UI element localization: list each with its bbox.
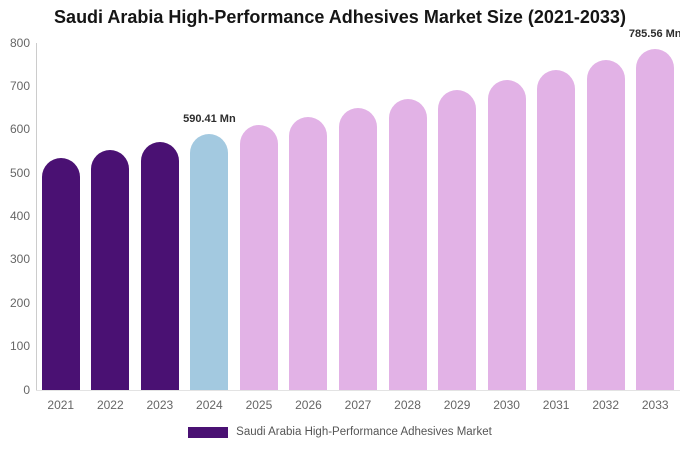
x-axis-label-2025: 2025 [245, 398, 273, 412]
bar-2033[interactable] [636, 49, 675, 390]
chart-title: Saudi Arabia High-Performance Adhesives … [54, 7, 626, 27]
bar-value-label-2033: 785.56 Mn [628, 28, 680, 41]
y-axis-tick-label: 0 [23, 382, 30, 397]
bar-2028[interactable] [388, 98, 427, 390]
y-axis-tick-label: 800 [9, 35, 30, 50]
y-axis-tick-label: 500 [9, 165, 30, 180]
x-axis-label-2033: 2033 [641, 398, 669, 412]
y-axis-tick-label: 700 [9, 78, 30, 93]
y-axis-tick-label: 100 [9, 339, 30, 354]
x-axis-label-2026: 2026 [295, 398, 322, 412]
legend-label[interactable]: Saudi Arabia High-Performance Adhesives … [236, 426, 492, 438]
x-axis-label-2021: 2021 [47, 398, 75, 412]
x-axis-label-2027: 2027 [344, 398, 372, 412]
bar-2022[interactable] [91, 150, 130, 390]
legend-swatch[interactable] [188, 426, 229, 438]
y-axis-tick-label: 300 [9, 252, 30, 267]
bar-2032[interactable] [586, 59, 625, 390]
x-axis-label-2032: 2032 [592, 398, 620, 412]
y-axis-tick-label: 400 [9, 209, 30, 223]
x-axis-label-2023: 2023 [146, 398, 174, 412]
x-axis-label-2024: 2024 [196, 398, 223, 412]
x-axis-label-2022: 2022 [96, 398, 124, 412]
bar-2027[interactable] [339, 108, 377, 390]
x-axis-label-2031: 2031 [542, 398, 570, 412]
x-axis-label-2030: 2030 [493, 398, 520, 412]
bar-2026[interactable] [289, 116, 328, 390]
bar-2029[interactable] [438, 89, 477, 390]
bar-2025[interactable] [239, 125, 278, 390]
bar-2023[interactable] [140, 142, 179, 390]
bar-2030[interactable] [487, 80, 526, 390]
bar-2031[interactable] [537, 70, 576, 390]
y-axis-line [36, 43, 37, 390]
x-axis-label-2029: 2029 [443, 398, 471, 412]
x-axis-label-2028: 2028 [394, 398, 421, 412]
bar-2021[interactable] [41, 157, 80, 390]
bar-2024[interactable] [190, 133, 229, 390]
legend[interactable]: Saudi Arabia High-Performance Adhesives … [0, 426, 680, 438]
x-axis-baseline [36, 390, 680, 391]
bar-value-label-2024: 590.41 Mn [183, 112, 236, 125]
y-axis-tick-label: 600 [9, 122, 30, 137]
y-axis-tick-label: 200 [9, 295, 30, 310]
